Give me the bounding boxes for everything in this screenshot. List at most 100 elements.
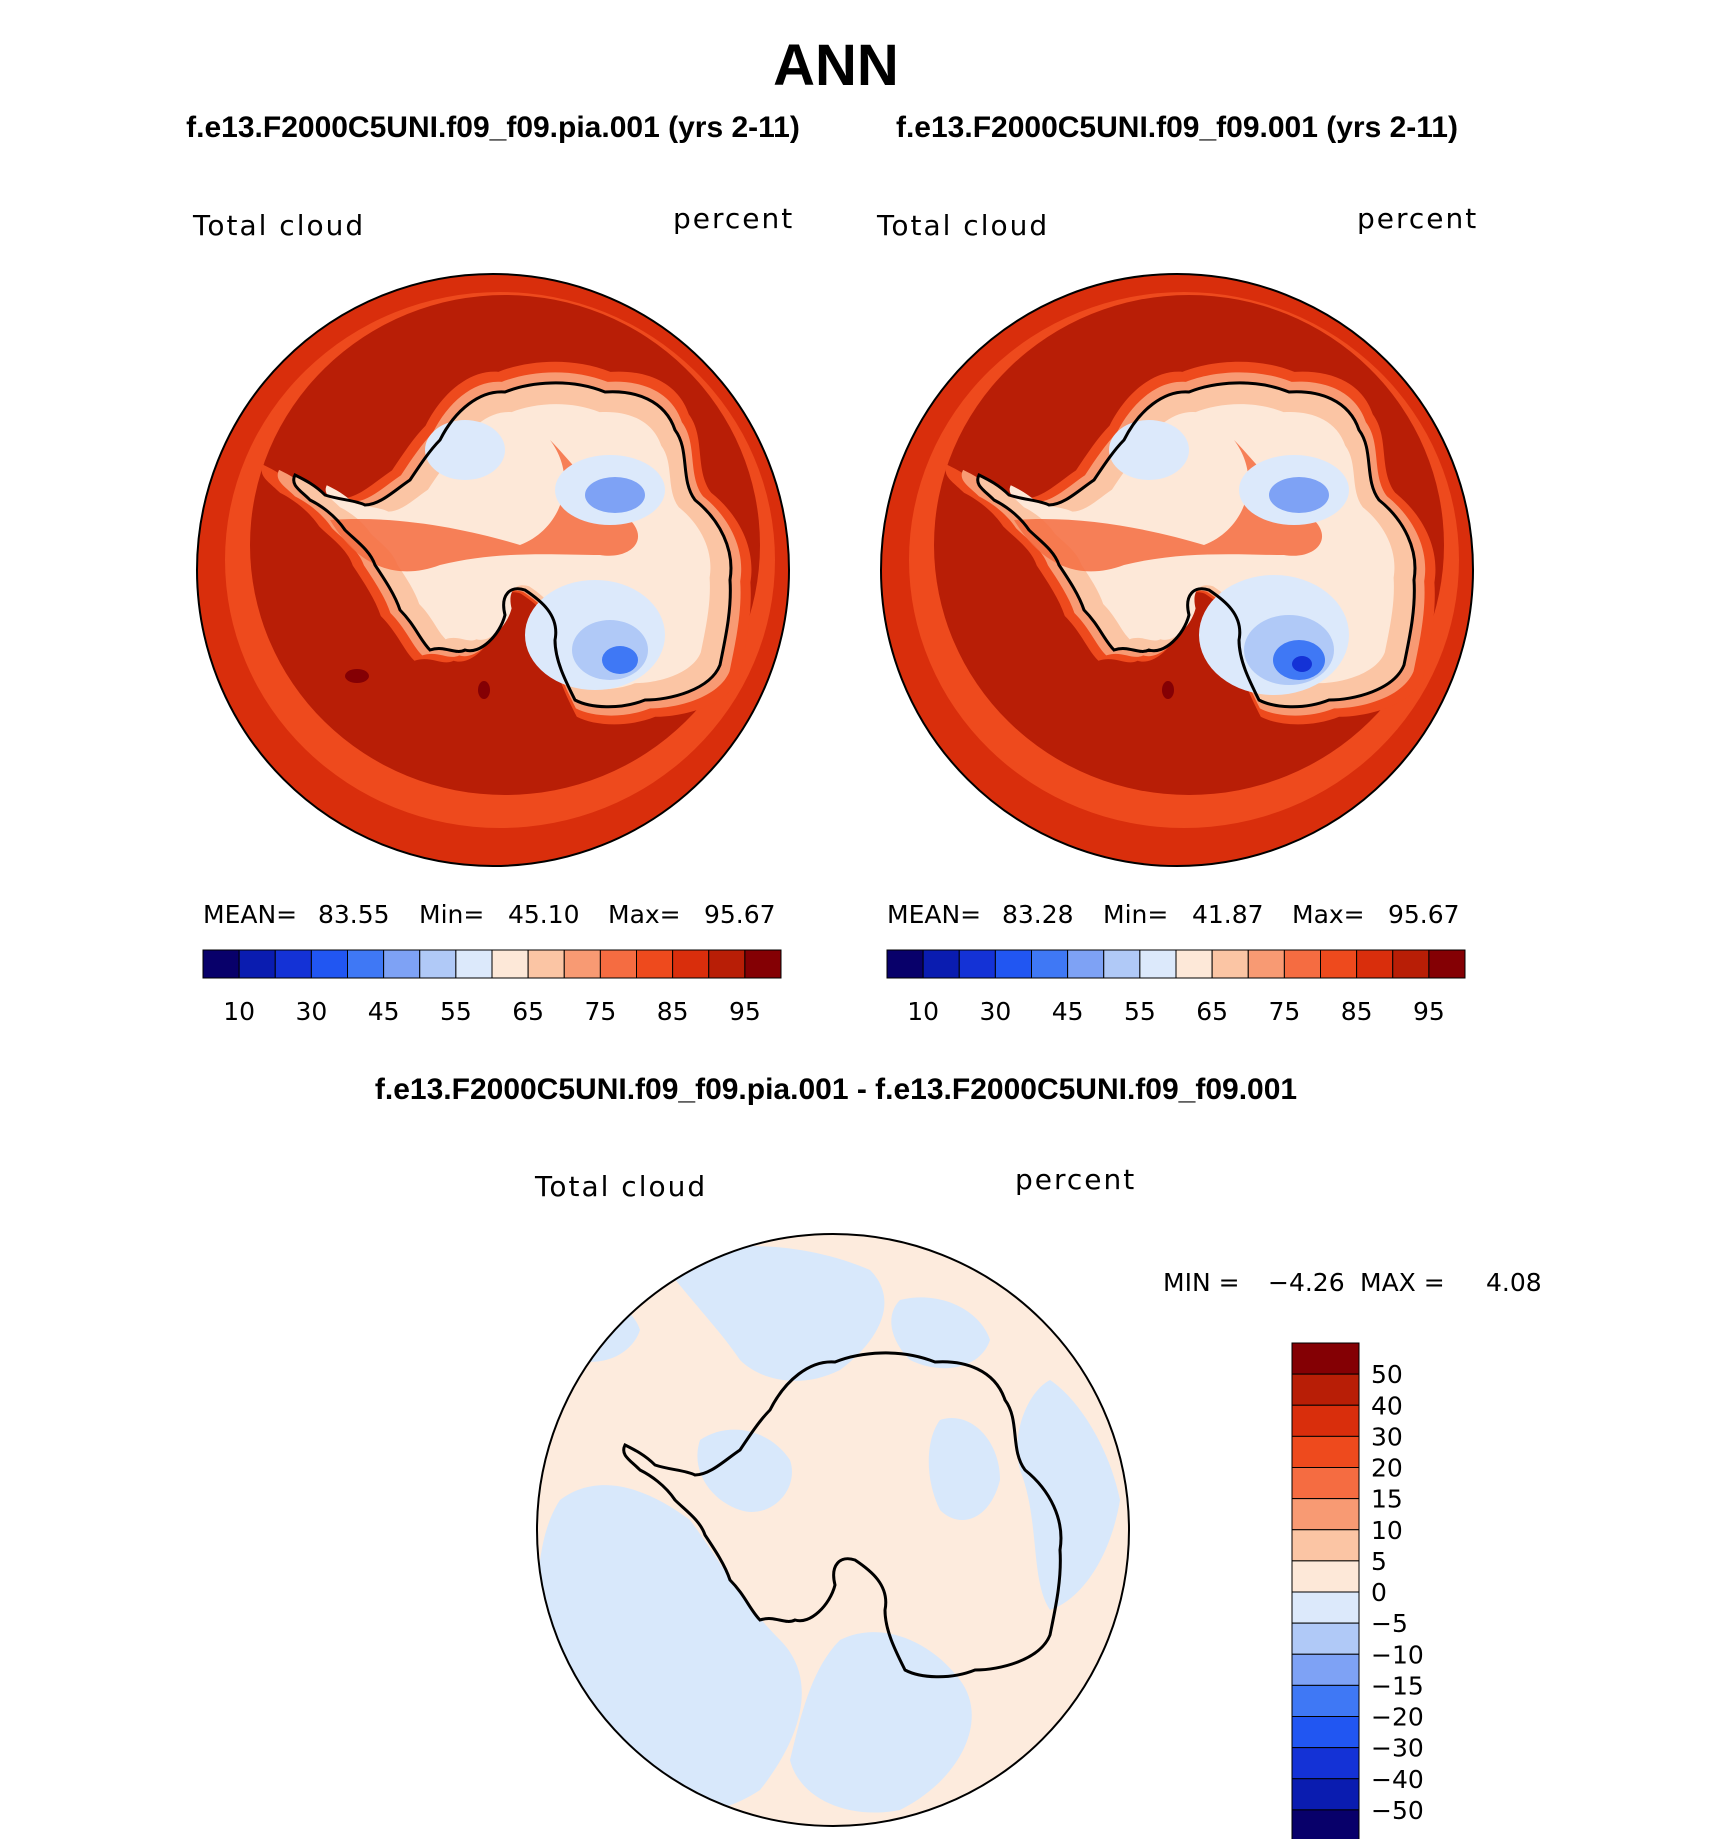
diff-neg-region-5	[697, 1429, 792, 1512]
right-low-south-4	[1292, 656, 1312, 672]
right-colorbar-tick-label: 75	[1268, 997, 1300, 1026]
diff-panel: f.e13.F2000C5UNI.f09_f09.pia.001 - f.e13…	[375, 1073, 1542, 1839]
diff-colorbar-swatch	[1291, 1653, 1360, 1686]
right-colorbar-swatch	[1031, 949, 1069, 979]
right-colorbar-swatch	[1139, 949, 1177, 979]
right-stats-max-value: 95.67	[1388, 900, 1460, 929]
left-colorbar-swatch	[563, 949, 601, 979]
left-low-west	[425, 420, 505, 480]
left-colorbar-tick-label: 55	[440, 997, 472, 1026]
diff-colorbar-swatch	[1291, 1591, 1360, 1624]
diff-colorbar-tick-label: 0	[1371, 1578, 1387, 1607]
left-panel: Total cloud percent	[192, 202, 794, 1026]
right-colorbar-swatch	[1247, 949, 1285, 979]
diff-colorbar-swatch	[1291, 1778, 1360, 1811]
right-colorbar-tick-label: 10	[907, 997, 939, 1026]
left-colorbar-swatch	[238, 949, 276, 979]
diff-colorbar-tick-label: −40	[1371, 1765, 1424, 1794]
left-colorbar-swatch	[744, 949, 782, 979]
right-colorbar-swatch	[1392, 949, 1430, 979]
left-colorbar-swatch	[202, 949, 240, 979]
right-stats-min-label: Min=	[1103, 900, 1168, 929]
left-ridge-band	[330, 440, 639, 572]
diff-colorbar-swatch	[1291, 1498, 1360, 1531]
left-colorbar-swatch	[347, 949, 385, 979]
left-colorbar-swatch	[274, 949, 312, 979]
right-colorbar-tick-label: 85	[1341, 997, 1373, 1026]
left-colorbar-swatch	[527, 949, 565, 979]
right-colorbar-swatch	[1320, 949, 1358, 979]
right-variable-label: Total cloud	[876, 209, 1049, 242]
right-stats-mean-label: MEAN=	[887, 900, 981, 929]
diff-neg-region-8	[891, 1297, 990, 1369]
diff-colorbar-swatch	[1291, 1747, 1360, 1780]
right-stats-mean-value: 83.28	[1002, 900, 1074, 929]
left-colorbar-swatch	[455, 949, 493, 979]
diff-colorbar-swatch	[1291, 1560, 1360, 1593]
diff-colorbar-tick-label: −20	[1371, 1703, 1424, 1732]
right-map	[881, 274, 1473, 866]
right-colorbar-swatch	[1211, 949, 1249, 979]
left-colorbar-tick-label: 65	[512, 997, 544, 1026]
right-colorbar-tick-label: 65	[1196, 997, 1228, 1026]
right-low-west	[1109, 420, 1189, 480]
diff-colorbar-swatch	[1291, 1467, 1360, 1500]
right-low-east-2	[1269, 477, 1329, 513]
left-units-label: percent	[673, 202, 794, 235]
diff-colorbar-swatch	[1291, 1404, 1360, 1437]
diff-stats-min-label: MIN =	[1163, 1268, 1240, 1297]
left-stats-mean-value: 83.55	[318, 900, 390, 929]
right-stats-min-value: 41.87	[1192, 900, 1264, 929]
left-colorbar-swatch	[599, 949, 637, 979]
right-colorbar-swatch	[1175, 949, 1213, 979]
left-colorbar-tick-label: 85	[657, 997, 689, 1026]
diff-neg-region-2	[660, 1246, 885, 1381]
diff-stats-max-label: MAX =	[1360, 1268, 1445, 1297]
left-stats-min-label: Min=	[419, 900, 484, 929]
right-colorbar-tick-label: 55	[1124, 997, 1156, 1026]
left-colorbar-tick-label: 10	[223, 997, 255, 1026]
left-map	[197, 274, 789, 866]
diff-colorbar-tick-label: 40	[1371, 1391, 1403, 1420]
right-ridge-band	[1014, 440, 1323, 572]
right-units-label: percent	[1357, 202, 1478, 235]
left-colorbar-swatch	[310, 949, 348, 979]
diff-neg-region-3	[1017, 1380, 1120, 1610]
right-colorbar-tick-label: 30	[979, 997, 1011, 1026]
right-colorbar-swatch	[994, 949, 1032, 979]
right-case-title: f.e13.F2000C5UNI.f09_f09.001 (yrs 2-11)	[896, 111, 1458, 144]
right-map-border	[880, 273, 1474, 867]
right-colorbar-swatch	[1067, 949, 1105, 979]
left-colorbar-swatch	[636, 949, 674, 979]
diff-map-border	[536, 1233, 1130, 1827]
right-panel: Total cloud percent	[876, 202, 1478, 1026]
diff-colorbar-swatch	[1291, 1373, 1360, 1406]
diff-map	[537, 1234, 1129, 1826]
right-stats-max-label: Max=	[1292, 900, 1365, 929]
diff-colorbar-tick-label: −5	[1371, 1609, 1408, 1638]
left-colorbar-swatch	[383, 949, 421, 979]
diff-neg-region-6	[928, 1418, 1000, 1520]
left-stats-mean-label: MEAN=	[203, 900, 297, 929]
diff-variable-label: Total cloud	[534, 1170, 707, 1203]
right-colorbar-swatch	[922, 949, 960, 979]
diff-colorbar-tick-label: 5	[1371, 1547, 1387, 1576]
main-title: ANN	[773, 33, 899, 98]
left-max-spot-2	[478, 681, 490, 699]
left-stats-min-value: 45.10	[508, 900, 580, 929]
left-colorbar-tick-label: 30	[295, 997, 327, 1026]
diff-colorbar-swatch	[1291, 1529, 1360, 1562]
diff-colorbar-tick-label: 15	[1371, 1485, 1403, 1514]
right-colorbar: 10 30 45 55 65 75 85 95	[886, 949, 1466, 1026]
diff-colorbar-tick-label: 30	[1371, 1422, 1403, 1451]
diff-colorbar-swatch	[1291, 1435, 1360, 1468]
left-colorbar-tick-label: 45	[368, 997, 400, 1026]
right-max-spot-2	[1162, 681, 1174, 699]
diff-colorbar-swatch	[1291, 1809, 1360, 1839]
diff-colorbar-tick-label: −30	[1371, 1734, 1424, 1763]
diff-colorbar-tick-label: −15	[1371, 1671, 1424, 1700]
diff-colorbar-swatch	[1291, 1622, 1360, 1655]
diff-colorbar-swatch	[1291, 1716, 1360, 1749]
diff-colorbar-tick-label: −50	[1371, 1796, 1424, 1825]
